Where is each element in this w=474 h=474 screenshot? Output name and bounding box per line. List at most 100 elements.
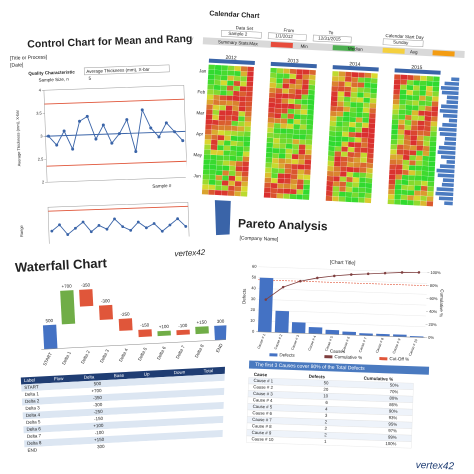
heat-cell	[365, 187, 372, 194]
heat-cell	[246, 86, 253, 92]
avg-bar	[440, 155, 456, 160]
heat-cell	[243, 131, 251, 137]
range-point	[50, 229, 54, 233]
heat-cell	[332, 181, 340, 187]
heat-cell	[230, 145, 237, 151]
heat-cell	[355, 127, 362, 133]
y-tick-label: 30	[251, 296, 256, 301]
heat-cell	[285, 153, 292, 159]
heat-cell	[408, 175, 415, 181]
heat-cell	[270, 183, 278, 189]
heat-cell	[363, 87, 371, 93]
mean-point	[78, 119, 82, 123]
heat-cell	[291, 169, 298, 175]
cumulative-point	[264, 298, 268, 301]
heat-cell	[205, 124, 212, 130]
heat-cell	[220, 75, 228, 81]
table-row	[22, 394, 233, 413]
input	[220, 29, 262, 39]
heat-cell	[427, 191, 434, 197]
heat-cell	[395, 179, 402, 185]
heat-cell	[371, 73, 378, 79]
heat-cell	[345, 191, 353, 198]
heat-cell	[302, 74, 310, 80]
heat-cell	[341, 151, 348, 157]
heat-cell	[285, 143, 293, 149]
table-cell: -300	[93, 402, 103, 407]
heat-cell	[336, 111, 344, 117]
y2-tick-label: 80%	[430, 283, 439, 288]
month-label: Jan	[199, 68, 207, 73]
y2-tick-label: 40%	[429, 309, 438, 314]
heat-cell	[411, 125, 418, 131]
heat-cell	[302, 79, 309, 85]
heat-cell	[240, 76, 247, 82]
heat-cell	[330, 111, 337, 117]
heat-cell	[428, 166, 435, 172]
heat-cell	[393, 94, 400, 100]
table-cell: 10	[323, 393, 329, 398]
heat-cell	[328, 145, 335, 152]
heat-cell	[358, 72, 365, 78]
heat-cell	[281, 98, 289, 104]
range-point	[129, 228, 133, 232]
heat-cell	[405, 104, 413, 111]
heat-cell	[369, 98, 377, 104]
heat-cell	[425, 96, 433, 102]
heat-cell	[390, 149, 397, 155]
heat-cell	[223, 155, 230, 161]
table-cell: 97%	[388, 428, 397, 433]
heat-cell	[431, 106, 439, 112]
heat-cell	[226, 95, 233, 101]
range-point	[81, 220, 85, 224]
bar	[274, 310, 290, 333]
heat-cell	[407, 190, 415, 196]
table-header-cell: Cumulative %	[364, 376, 394, 382]
heat-cell	[431, 116, 438, 122]
heat-cell	[417, 130, 424, 136]
heat-cell	[233, 75, 241, 82]
table-cell: +700	[91, 388, 102, 394]
input	[83, 64, 170, 76]
heat-cell	[368, 133, 375, 139]
heat-cell	[210, 144, 218, 150]
table-cell: 3	[325, 413, 328, 418]
avg-bar	[442, 122, 457, 128]
heat-cell	[269, 87, 276, 93]
heat-cell	[207, 84, 214, 90]
value: Sunday	[393, 39, 409, 45]
heat-cell	[338, 71, 346, 77]
heat-cell	[424, 125, 431, 132]
heat-cell	[416, 140, 424, 146]
heat-cell	[362, 107, 370, 113]
heat-cell	[430, 126, 438, 132]
limit-line	[44, 98, 185, 105]
heat-cell	[294, 109, 301, 115]
heat-cell	[277, 178, 285, 184]
heat-cell	[333, 171, 341, 177]
heat-cell	[225, 120, 232, 126]
heat-cell	[275, 98, 282, 104]
heat-cell	[236, 156, 243, 162]
heat-cell	[295, 84, 303, 90]
value-label: -250	[120, 312, 130, 317]
heat-cell	[228, 180, 235, 186]
heat-cell	[215, 175, 223, 181]
heat-cell	[245, 96, 253, 102]
heat-cell	[360, 162, 367, 168]
table-row	[246, 435, 412, 449]
bar	[393, 334, 407, 337]
heat-cell	[411, 115, 419, 121]
heat-cell	[410, 130, 418, 136]
table-cell: 20	[323, 387, 329, 392]
heat-cell	[344, 91, 351, 97]
heat-cell	[285, 148, 293, 154]
heat-cell	[404, 119, 412, 126]
heat-cell	[422, 150, 430, 157]
heat-cell	[275, 93, 283, 99]
heat-cell	[295, 89, 302, 95]
heat-cell	[279, 143, 286, 149]
heat-cell	[276, 73, 284, 79]
avg-bar	[442, 113, 458, 119]
value: 12/31/2015	[318, 35, 341, 41]
